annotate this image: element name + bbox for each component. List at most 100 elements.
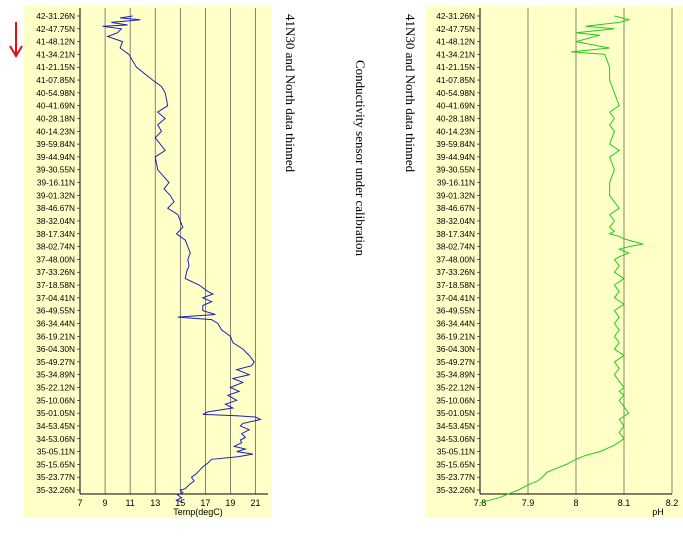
y-tick-label: 41-34.21N xyxy=(436,49,475,59)
y-tick-label: 39-30.55N xyxy=(436,165,475,175)
y-tick-label: 36-49.55N xyxy=(36,306,75,316)
y-tick-label: 41-21.15N xyxy=(36,62,75,72)
y-tick-label: 39-16.11N xyxy=(437,178,475,188)
x-tick-label: 13 xyxy=(150,498,160,508)
y-tick-label: 36-49.55N xyxy=(436,306,475,316)
x-tick-label: 7.8 xyxy=(474,498,487,508)
y-tick-label: 40-14.23N xyxy=(36,126,75,136)
y-tick-label: 40-54.98N xyxy=(36,88,75,98)
x-tick-label: 11 xyxy=(125,498,134,508)
y-tick-label: 35-32.26N xyxy=(436,485,475,495)
x-tick-label: 19 xyxy=(225,498,235,508)
y-tick-label: 35-15.65N xyxy=(436,459,475,469)
y-tick-label: 39-30.55N xyxy=(36,165,75,175)
y-tick-label: 35-49.27N xyxy=(36,357,75,367)
y-tick-label: 35-01.05N xyxy=(436,408,475,418)
y-tick-label: 36-34.44N xyxy=(436,318,475,328)
y-tick-label: 34-53.06N xyxy=(436,434,475,444)
y-tick-label: 40-28.18N xyxy=(36,113,75,123)
y-tick-label: 41-21.15N xyxy=(436,62,475,72)
note-right: 41N30 and North data thinned xyxy=(403,14,418,173)
y-tick-label: 42-47.75N xyxy=(36,24,75,34)
y-tick-label: 41-07.85N xyxy=(36,75,75,85)
y-tick-label: 36-19.21N xyxy=(436,331,475,341)
y-tick-label: 38-17.34N xyxy=(36,229,75,239)
y-tick-label: 38-32.04N xyxy=(36,216,75,226)
y-tick-label: 35-49.27N xyxy=(436,357,475,367)
y-tick-label: 37-04.41N xyxy=(436,293,475,303)
y-tick-label: 36-04.30N xyxy=(36,344,75,354)
y-tick-label: 42-31.26N xyxy=(436,11,475,21)
y-tick-label: 41-48.12N xyxy=(36,37,75,47)
y-tick-label: 41-34.21N xyxy=(36,49,75,59)
y-tick-label: 35-10.06N xyxy=(36,395,75,405)
y-tick-label: 40-54.98N xyxy=(436,88,475,98)
y-tick-label: 37-18.58N xyxy=(36,280,75,290)
note-left: 41N30 and North data thinned xyxy=(283,14,298,173)
y-tick-label: 38-17.34N xyxy=(436,229,475,239)
y-tick-label: 39-44.94N xyxy=(36,152,75,162)
y-tick-label: 39-16.11N xyxy=(37,178,75,188)
y-tick-label: 35-01.05N xyxy=(36,408,75,418)
x-tick-label: 8.2 xyxy=(666,498,679,508)
red-down-arrow-icon xyxy=(9,22,23,58)
y-tick-label: 38-02.74N xyxy=(36,242,75,252)
temperature-chart: 7 9 11 13 15 17 19 21 42-31.26N 42-47.75N 41-48.12… xyxy=(24,5,272,518)
y-tick-label: 38-46.67N xyxy=(436,203,475,213)
y-tick-label: 42-31.26N xyxy=(36,11,75,21)
y-tick-label: 39-44.94N xyxy=(436,152,475,162)
x-tick-label: 8 xyxy=(573,498,578,508)
y-tick-label: 34-53.45N xyxy=(436,421,475,431)
y-tick-label: 37-18.58N xyxy=(436,280,475,290)
y-tick-label: 36-04.30N xyxy=(436,344,475,354)
y-tick-label: 38-32.04N xyxy=(436,216,475,226)
y-tick-label: 35-10.06N xyxy=(436,395,475,405)
y-tick-label: 37-33.26N xyxy=(436,267,475,277)
y-tick-label: 39-01.32N xyxy=(36,190,75,200)
y-tick-label: 40-14.23N xyxy=(436,126,475,136)
x-axis-label: pH xyxy=(652,507,664,517)
y-tick-label: 39-01.32N xyxy=(436,190,475,200)
y-tick-label: 34-53.45N xyxy=(36,421,75,431)
x-axis-label: Temp(degC) xyxy=(173,507,223,517)
note-center: Conductivity sensor under calibration xyxy=(353,60,368,257)
y-tick-label: 35-15.65N xyxy=(36,459,75,469)
y-tick-label: 35-05.11N xyxy=(37,447,75,457)
y-tick-label: 40-28.18N xyxy=(436,113,475,123)
x-tick-label: 9 xyxy=(103,498,108,508)
y-tick-label: 42-47.75N xyxy=(436,24,475,34)
x-tick-label: 15 xyxy=(175,498,185,508)
y-tick-label: 35-22.12N xyxy=(36,383,75,393)
y-tick-label: 39-59.84N xyxy=(436,139,475,149)
y-tick-label: 36-34.44N xyxy=(36,318,75,328)
y-tick-label: 35-34.89N xyxy=(36,370,75,380)
y-tick-label: 37-48.00N xyxy=(36,254,75,264)
y-tick-label: 40-41.69N xyxy=(36,101,75,111)
y-tick-label: 37-48.00N xyxy=(436,254,475,264)
y-tick-label: 38-02.74N xyxy=(436,242,475,252)
y-tick-label: 35-22.12N xyxy=(436,383,475,393)
x-tick-label: 21 xyxy=(250,498,260,508)
x-tick-label: 7 xyxy=(77,498,82,508)
y-tick-label: 35-23.77N xyxy=(36,472,75,482)
series-line xyxy=(479,15,644,504)
y-tick-label: 37-33.26N xyxy=(36,267,75,277)
y-tick-label: 39-59.84N xyxy=(36,139,75,149)
x-tick-label: 8.1 xyxy=(618,498,631,508)
y-tick-label: 41-48.12N xyxy=(436,37,475,47)
y-tick-label: 36-19.21N xyxy=(36,331,75,341)
y-tick-label: 35-23.77N xyxy=(436,472,475,482)
y-tick-label: 37-04.41N xyxy=(36,293,75,303)
x-tick-label: 17 xyxy=(200,498,210,508)
y-tick-label: 35-05.11N xyxy=(437,447,475,457)
y-tick-label: 38-46.67N xyxy=(36,203,75,213)
y-tick-label: 40-41.69N xyxy=(436,101,475,111)
ph-chart: 7.8 7.9 8 8.1 8.2 42-31.26N 42-47.75N 41-48.12N… xyxy=(425,5,683,518)
y-tick-label: 41-07.85N xyxy=(436,75,475,85)
chart-background xyxy=(425,5,683,518)
y-tick-label: 35-32.26N xyxy=(36,485,75,495)
y-tick-label: 34-53.06N xyxy=(36,434,75,444)
x-tick-label: 7.9 xyxy=(522,498,535,508)
y-tick-label: 35-34.89N xyxy=(436,370,475,380)
